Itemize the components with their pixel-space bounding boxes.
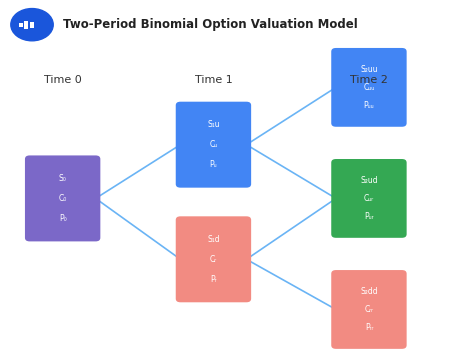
FancyBboxPatch shape bbox=[331, 270, 407, 349]
FancyBboxPatch shape bbox=[331, 48, 407, 127]
Text: Cᵤᵤ: Cᵤᵤ bbox=[363, 83, 374, 92]
Text: Cᵤ: Cᵤ bbox=[210, 140, 218, 149]
FancyBboxPatch shape bbox=[19, 22, 23, 27]
FancyBboxPatch shape bbox=[30, 22, 34, 27]
Text: S₂ud: S₂ud bbox=[360, 176, 378, 185]
Text: Cᵤᵣ: Cᵤᵣ bbox=[364, 194, 374, 203]
FancyBboxPatch shape bbox=[25, 21, 28, 29]
Text: Cᵣ: Cᵣ bbox=[210, 255, 217, 264]
FancyBboxPatch shape bbox=[176, 216, 251, 302]
Text: S₂uu: S₂uu bbox=[360, 65, 378, 74]
FancyBboxPatch shape bbox=[331, 159, 407, 238]
Text: C₀: C₀ bbox=[58, 194, 67, 203]
Text: S₁u: S₁u bbox=[207, 121, 220, 130]
Text: S₂dd: S₂dd bbox=[360, 287, 378, 296]
Text: S₀: S₀ bbox=[59, 174, 66, 183]
Text: Pᵤᵣ: Pᵤᵣ bbox=[364, 212, 374, 221]
Text: Pᵤᵤ: Pᵤᵤ bbox=[364, 101, 374, 110]
Text: Pᵣᵣ: Pᵣᵣ bbox=[365, 323, 373, 332]
Text: Time 2: Time 2 bbox=[350, 75, 388, 85]
Text: Time 0: Time 0 bbox=[44, 75, 82, 85]
Text: Pᵣ: Pᵣ bbox=[210, 274, 217, 283]
Text: Cᵣᵣ: Cᵣᵣ bbox=[365, 305, 374, 314]
FancyBboxPatch shape bbox=[176, 102, 251, 188]
Text: Two-Period Binomial Option Valuation Model: Two-Period Binomial Option Valuation Mod… bbox=[63, 18, 357, 31]
Text: Pᵤ: Pᵤ bbox=[210, 160, 217, 169]
Circle shape bbox=[11, 9, 53, 41]
Text: Time 1: Time 1 bbox=[194, 75, 232, 85]
Text: P₀: P₀ bbox=[59, 214, 66, 223]
FancyBboxPatch shape bbox=[25, 156, 100, 242]
Text: S₁d: S₁d bbox=[207, 235, 220, 244]
